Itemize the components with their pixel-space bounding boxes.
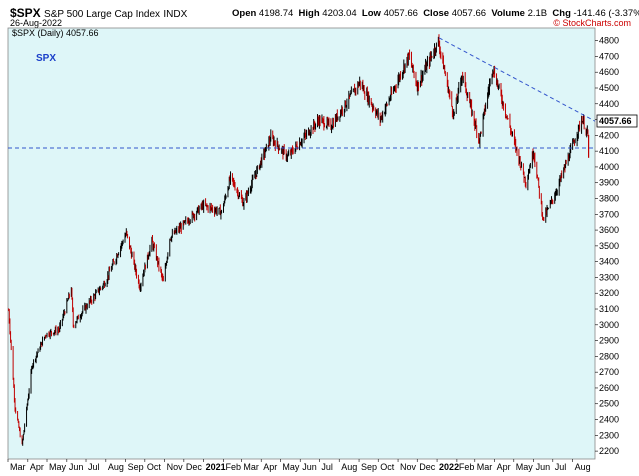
x-tick-label: Apr <box>263 462 277 472</box>
y-tick-label: 3900 <box>599 178 619 188</box>
chg-label: Chg <box>552 8 571 19</box>
close-value: 4057.66 <box>451 8 487 19</box>
x-tick-label: Mar <box>10 462 26 472</box>
x-tick-label: Jun <box>536 462 551 472</box>
chart-date: 26-Aug-2022 <box>10 18 63 28</box>
y-tick-label: 3700 <box>599 209 619 219</box>
annotation-lines <box>8 37 596 149</box>
trendline <box>438 37 596 122</box>
x-tick-label: Jul <box>88 462 100 472</box>
x-tick-label: Jul <box>555 462 567 472</box>
y-tick-label: 4600 <box>599 67 619 77</box>
x-tick-label: Oct <box>147 462 162 472</box>
candle-group <box>8 34 590 446</box>
y-axis: 2200 2300 2400 2500 2600 2700 2800 2900 3000 3100… <box>595 36 619 456</box>
y-tick-label: 3200 <box>599 288 619 298</box>
y-tick-label: 3800 <box>599 194 619 204</box>
x-tick-label: Apr <box>30 462 44 472</box>
y-tick-label: 4100 <box>599 146 619 156</box>
y-tick-label: 2900 <box>599 336 619 346</box>
y-tick-label: 3000 <box>599 320 619 330</box>
y-tick-label: 2700 <box>599 367 619 377</box>
x-tick-label: Nov <box>400 462 417 472</box>
plot-area <box>7 27 596 460</box>
x-tick-label: Jun <box>302 462 317 472</box>
y-tick-label: 4700 <box>599 51 619 61</box>
volume-label: Volume <box>491 8 525 19</box>
brand-text: © StockCharts.com <box>553 18 631 28</box>
low-value: 4057.66 <box>383 8 418 19</box>
high-label: High <box>298 8 320 19</box>
x-tick-label: Sep <box>361 462 377 472</box>
x-tick-label: Jul <box>321 462 333 472</box>
open-value: 4198.74 <box>258 8 294 19</box>
x-tick-label: 2021 <box>206 462 226 472</box>
low-label: Low <box>361 8 381 19</box>
y-tick-label: 2800 <box>599 351 619 361</box>
x-tick-label: Dec <box>419 462 436 472</box>
high-value: 4203.04 <box>322 8 357 19</box>
y-tick-label: 2200 <box>599 446 619 456</box>
y-tick-label: 4800 <box>599 36 619 46</box>
y-tick-label: 4500 <box>599 83 619 93</box>
close-label: Close <box>423 8 450 19</box>
x-tick-label: Aug <box>341 462 357 472</box>
x-tick-label: Dec <box>186 462 203 472</box>
chg-value: -141.46 (-3.37%) <box>573 8 639 19</box>
x-tick-label: May <box>49 462 67 472</box>
x-tick-label: Oct <box>380 462 395 472</box>
legend-label: $SPX (Daily) 4057.66 <box>12 28 99 38</box>
brand-logo: © StockCharts.com <box>553 18 631 28</box>
y-tick-label: 3100 <box>599 304 619 314</box>
x-tick-label: Feb <box>459 462 475 472</box>
symbol: $SPX <box>10 6 41 20</box>
x-tick-label: Sep <box>128 462 144 472</box>
open-label: Open <box>232 8 257 19</box>
y-tick-label: 3500 <box>599 241 619 251</box>
exchange: INDX <box>163 9 188 20</box>
quote-line: Open 4198.74 High 4203.04 Low 4057.66 Cl… <box>232 8 639 19</box>
y-tick-label: 3300 <box>599 272 619 282</box>
x-tick-label: Mar <box>477 462 493 472</box>
y-tick-label: 4000 <box>599 162 619 172</box>
x-tick-label: May <box>516 462 534 472</box>
series-label: SPX <box>36 53 56 64</box>
symbol-title: $SPX S&P 500 Large Cap Index INDX <box>10 6 187 20</box>
volume-value: 2.1B <box>527 8 548 19</box>
x-tick-label: Feb <box>225 462 241 472</box>
x-tick-label: Nov <box>167 462 184 472</box>
x-tick-label: Apr <box>497 462 511 472</box>
y-tick-label: 3400 <box>599 257 619 267</box>
y-tick-label: 2400 <box>599 415 619 425</box>
y-tick-label: 2500 <box>599 399 619 409</box>
x-tick-label: Jun <box>69 462 84 472</box>
x-tick-label: Mar <box>243 462 259 472</box>
y-tick-label: 2300 <box>599 430 619 440</box>
y-tick-label: 3600 <box>599 225 619 235</box>
x-tick-label: Aug <box>108 462 124 472</box>
x-tick-label: Aug <box>575 462 591 472</box>
y-tick-label: 4200 <box>599 130 619 140</box>
last-price-tag: 4057.66 <box>596 114 638 128</box>
y-tick-label: 4400 <box>599 99 619 109</box>
last-price-value: 4057.66 <box>599 116 632 126</box>
y-tick-label: 2600 <box>599 383 619 393</box>
symbol-name: S&P 500 Large Cap Index <box>44 9 161 20</box>
x-tick-label: May <box>282 462 300 472</box>
chart-header: $SPX S&P 500 Large Cap Index INDX 26-Aug… <box>0 0 639 28</box>
x-axis: Mar Apr May Jun Jul Aug Sep Oct Nov Dec 2021 Feb Mar… <box>7 459 591 472</box>
x-tick-label: 2022 <box>439 462 459 472</box>
last-price-box <box>596 114 638 128</box>
